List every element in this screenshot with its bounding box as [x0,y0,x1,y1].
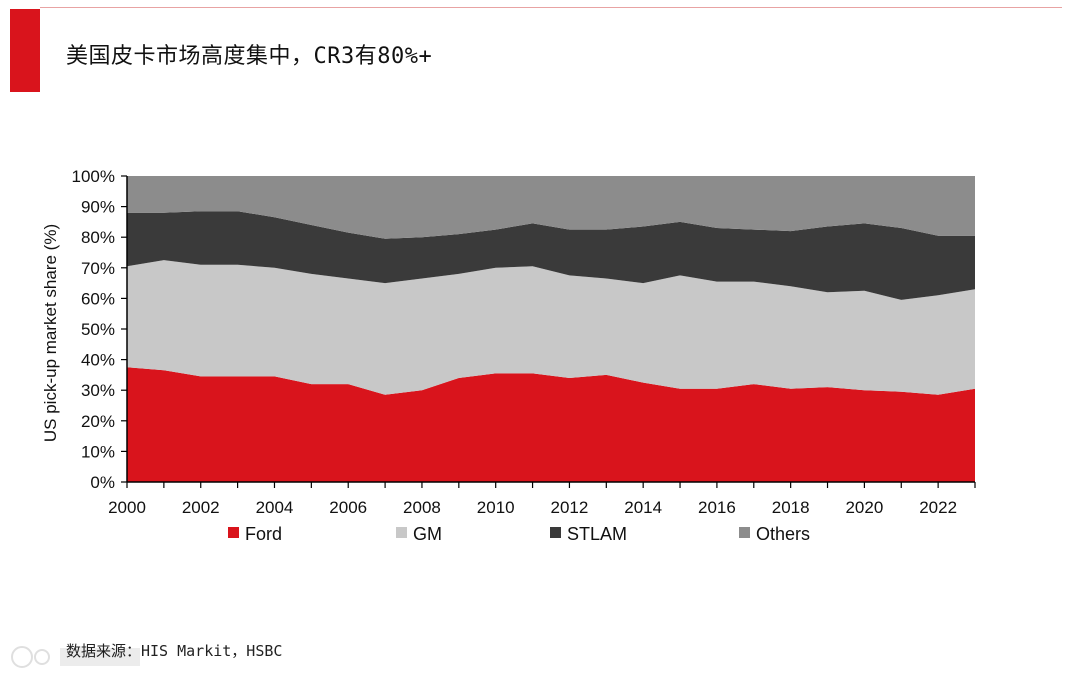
x-tick-label: 2022 [919,498,957,517]
x-tick-label: 2012 [551,498,589,517]
y-tick-label: 80% [81,228,115,247]
top-divider-line [40,7,1062,8]
stacked-area-chart: 0% 10% 20% 30% 40% 50% 60% 70% 80% 90% 100% 2000 200… [41,167,976,544]
legend-swatch [228,527,239,538]
area-stlam [127,211,975,300]
legend-swatch [396,527,407,538]
y-tick-label: 40% [81,351,115,370]
areas-layer [127,176,975,482]
y-axis-title: US pick-up market share (%) [41,224,60,442]
x-tick-label: 2010 [477,498,515,517]
chart-legend: Ford GM STLAM Others [228,524,810,544]
y-tick-label: 60% [81,289,115,308]
legend-swatch [739,527,750,538]
y-tick-label: 0% [90,473,115,492]
legend-label: GM [413,524,442,544]
area-gm [127,260,975,395]
x-tick-label: 2018 [772,498,810,517]
title-accent-bar [10,9,40,92]
legend-label: Ford [245,524,282,544]
y-tick-label: 70% [81,259,115,278]
x-tick-label: 2000 [108,498,146,517]
x-tick-label: 2020 [845,498,883,517]
page-title: 美国皮卡市场高度集中，CR3有80%+ [66,44,433,69]
x-tick-label: 2016 [698,498,736,517]
y-tick-label: 10% [81,442,115,461]
y-tick-label: 20% [81,412,115,431]
legend-swatch [550,527,561,538]
area-others [127,176,975,239]
area-ford [127,367,975,482]
labels-layer: 0% 10% 20% 30% 40% 50% 60% 70% 80% 90% 100% 2000 200… [41,167,957,517]
legend-item-stlam: STLAM [550,524,627,544]
x-tick-label: 2006 [329,498,367,517]
x-tick-label: 2008 [403,498,441,517]
x-tick-label: 2014 [624,498,662,517]
legend-item-ford: Ford [228,524,282,544]
x-tick-label: 2004 [256,498,294,517]
y-tick-label: 50% [81,320,115,339]
legend-item-gm: GM [396,524,442,544]
x-tick-label: 2002 [182,498,220,517]
y-tick-label: 30% [81,381,115,400]
y-tick-label: 100% [72,167,115,186]
legend-label: Others [756,524,810,544]
axes-layer [121,175,976,488]
legend-label: STLAM [567,524,627,544]
source-note: 数据来源：HIS Markit，HSBC [66,642,283,660]
y-tick-label: 90% [81,198,115,217]
legend-item-others: Others [739,524,810,544]
